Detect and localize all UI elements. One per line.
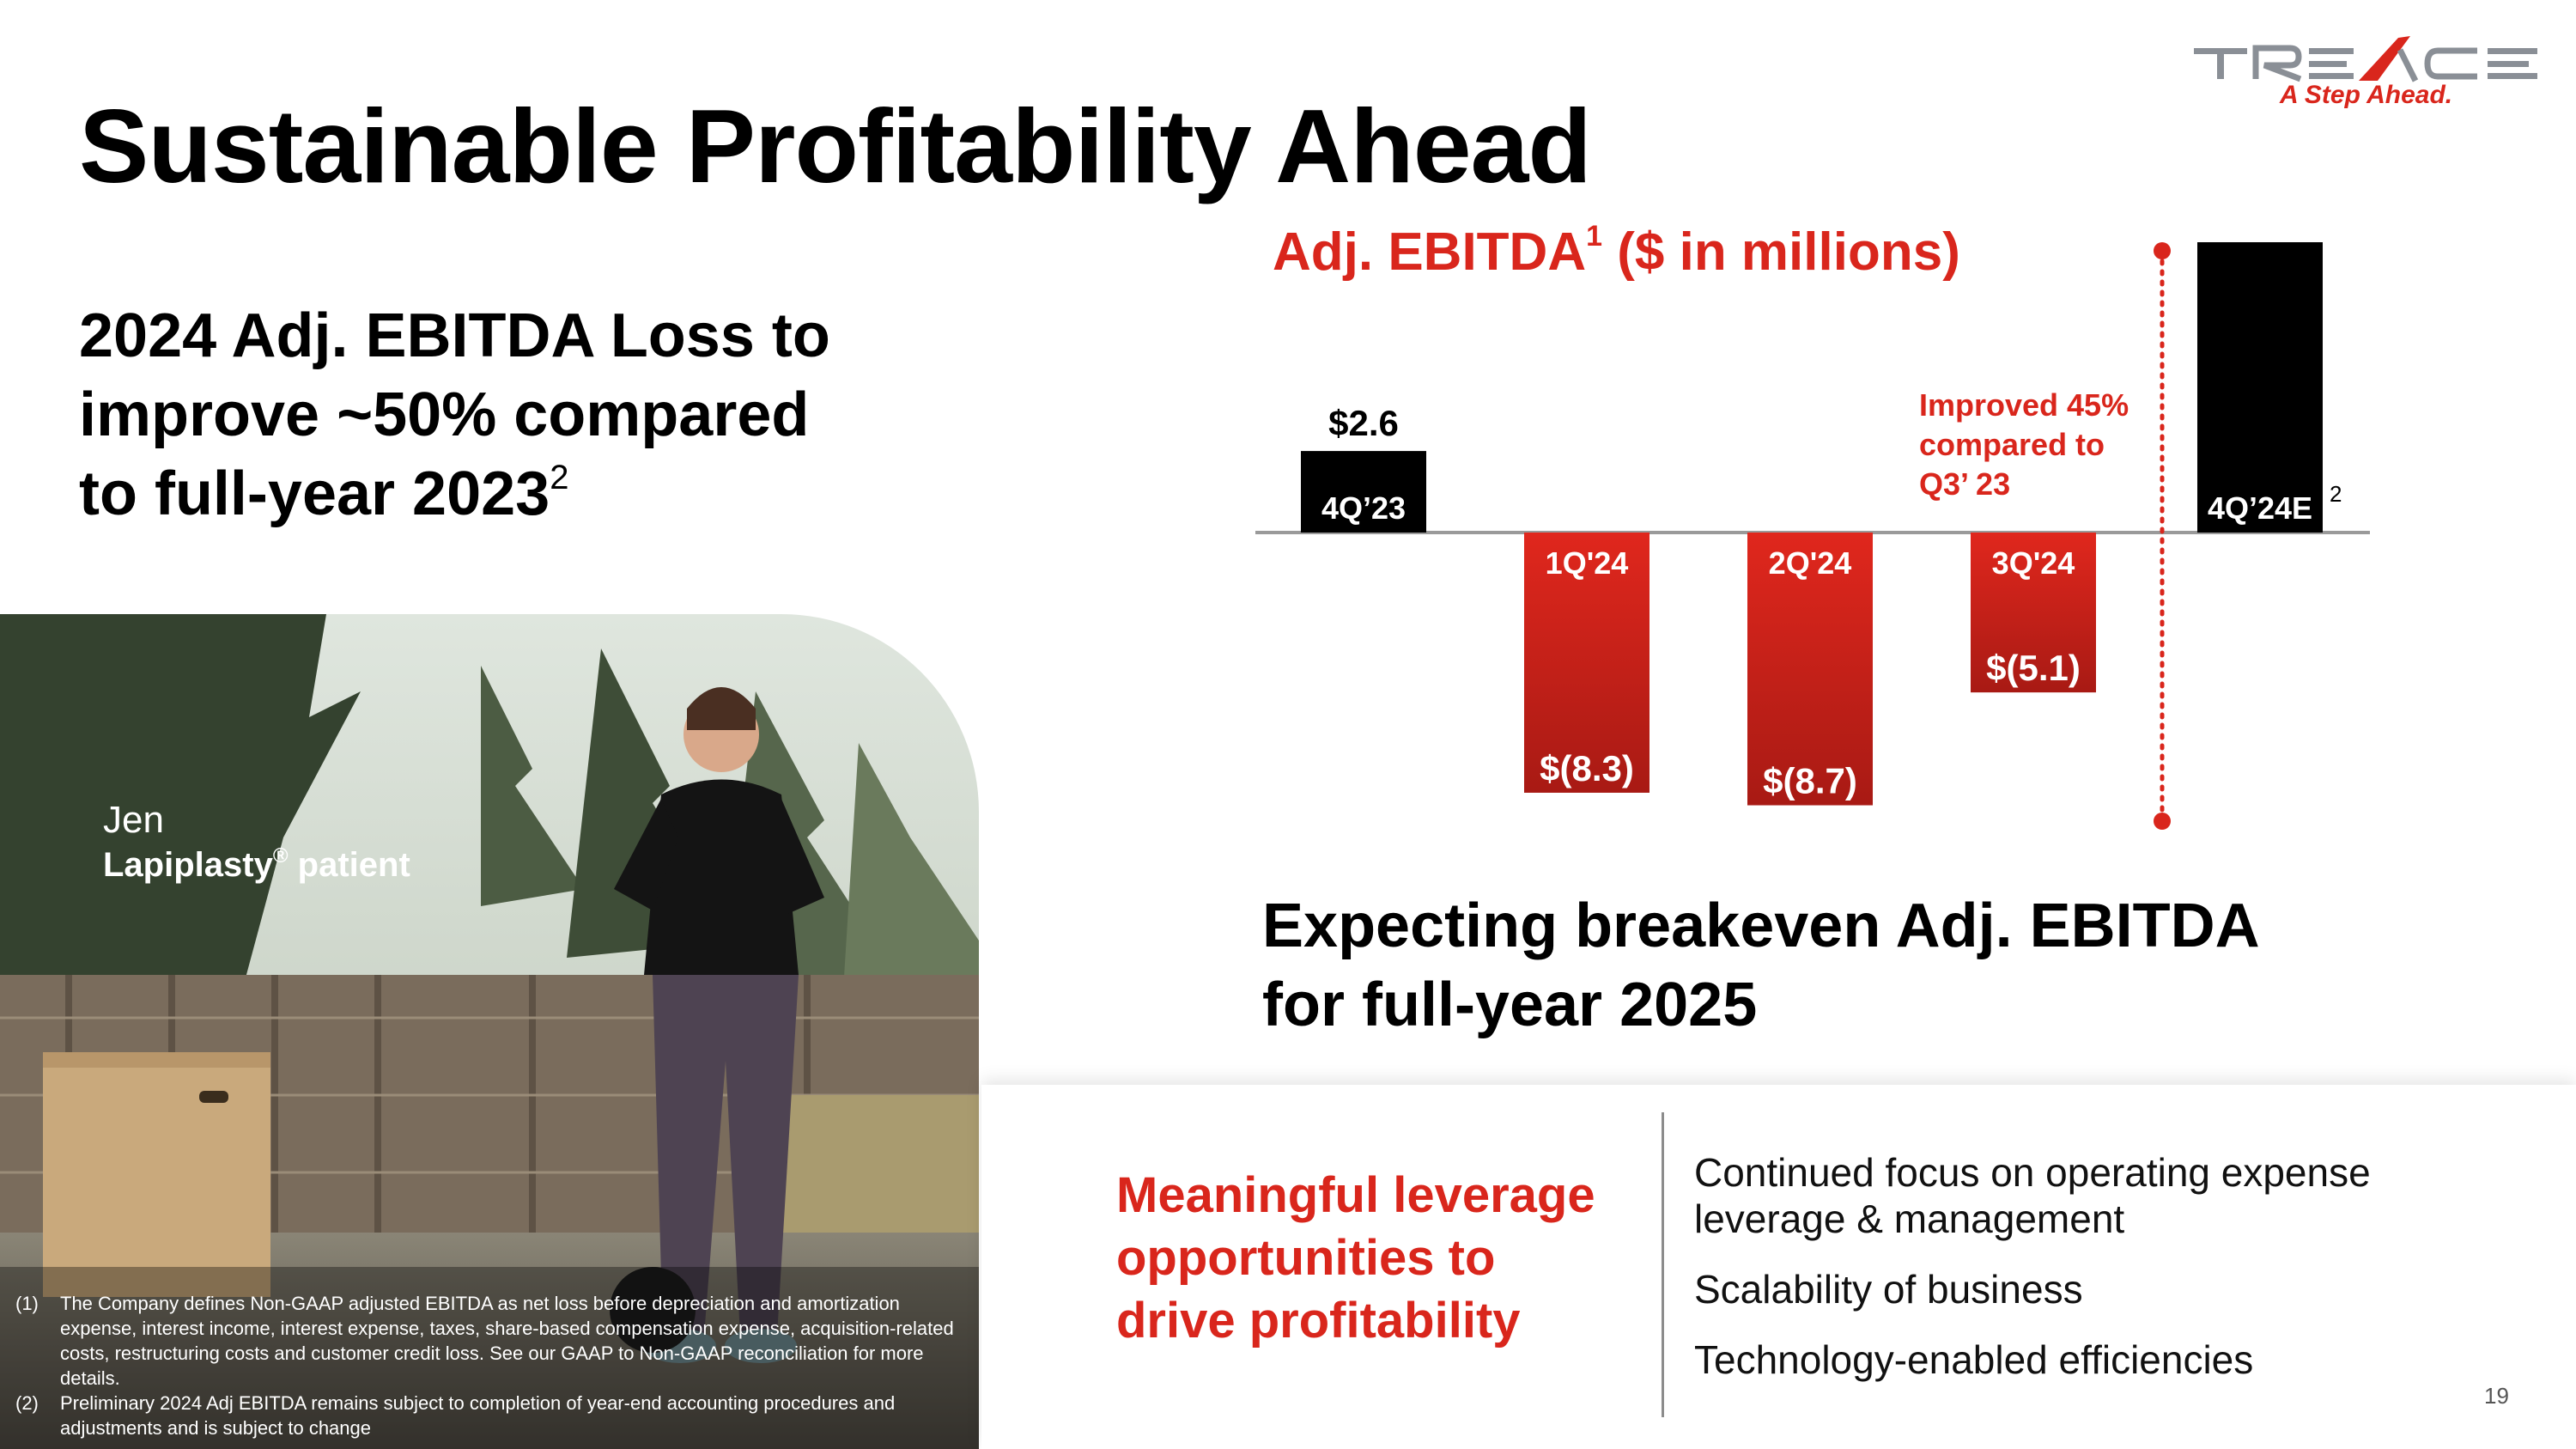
value-label-3q24: $(5.1): [1986, 648, 2081, 688]
footnote-ref: 2: [550, 459, 569, 496]
adj-ebitda-chart: 4Q’23 $2.6 1Q'24 $(8.3) 2Q'24 $(8.7) 3Q'24 $(5.…: [1255, 242, 2370, 830]
category-label-1q24: 1Q'24: [1546, 545, 1629, 581]
footnote-1: (1) The Company defines Non-GAAP adjusted…: [15, 1293, 954, 1389]
treace-logo: [2194, 36, 2537, 82]
breakeven-statement: Expecting breakeven Adj. EBITDA for full…: [1262, 892, 2260, 1039]
footnotes: (1) The Company defines Non-GAAP adjusted…: [15, 1291, 969, 1440]
bar-1q24: [1524, 533, 1649, 793]
annotation-line-1: Improved 45%: [1919, 387, 2129, 423]
patient-photo: [0, 614, 979, 1449]
category-label-2q24: 2Q'24: [1769, 545, 1852, 581]
value-label-2q24: $(8.7): [1763, 761, 1857, 801]
bar-2q24: [1747, 533, 1873, 806]
caption-label: Lapiplasty® patient: [103, 844, 410, 885]
panel-divider: [1662, 1112, 1664, 1417]
leverage-points: Continued focus on operating expense lev…: [1694, 1149, 2518, 1407]
point-opex: Continued focus on operating expense lev…: [1694, 1150, 2371, 1241]
leverage-heading: Meaningful leverage opportunities to dri…: [1116, 1167, 1595, 1349]
caption-name: Jen: [103, 799, 164, 841]
estimate-divider-dot-top: [2154, 242, 2171, 259]
bar-4q23: [1301, 451, 1426, 533]
chart-title: Adj. EBITDA1 ($ in millions): [1273, 220, 1960, 282]
annotation-line-2: compared to: [1919, 427, 2105, 462]
bar-4q24e: [2197, 242, 2323, 533]
logo-tagline: A Step Ahead.: [2280, 81, 2453, 109]
category-label-4q23: 4Q’23: [1321, 490, 1406, 526]
estimate-divider-dot-bottom: [2154, 813, 2171, 830]
category-label-3q24: 3Q'24: [1992, 545, 2075, 581]
value-label-4q23: $2.6: [1328, 403, 1399, 443]
point-scalability: Scalability of business: [1694, 1267, 2083, 1312]
estimate-footnote-ref: 2: [2330, 481, 2342, 507]
value-label-1q24: $(8.3): [1540, 748, 1634, 788]
annotation-line-3: Q3’ 23: [1919, 466, 2010, 502]
bar-3q24: [1971, 533, 2096, 693]
point-technology: Technology-enabled efficiencies: [1694, 1337, 2254, 1382]
leverage-panel: [981, 1085, 2576, 1449]
category-label-4q24e: 4Q’24E: [2208, 490, 2312, 526]
footnote-2: (2) Preliminary 2024 Adj EBITDA remains s…: [15, 1392, 896, 1439]
page-number: 19: [2484, 1383, 2509, 1409]
page-title: Sustainable Profitability Ahead: [79, 88, 1592, 204]
loss-improvement-headline: 2024 Adj. EBITDA Loss to improve ~50% co…: [79, 301, 830, 528]
